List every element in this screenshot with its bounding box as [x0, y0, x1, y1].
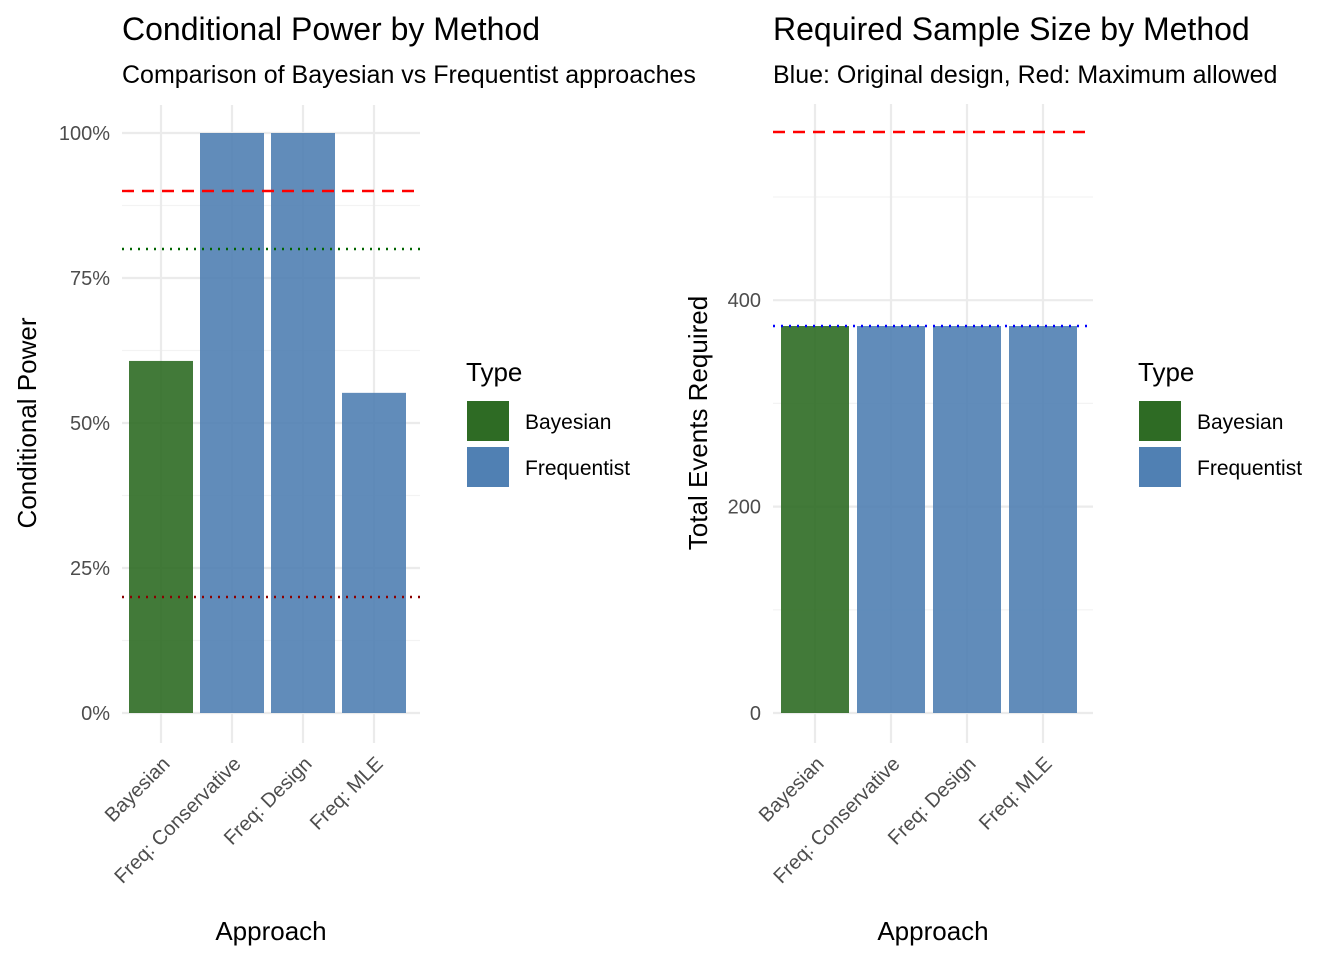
conditional-power-chart: Conditional Power by Method Comparison o… [12, 11, 696, 946]
bar-freq-mle [1009, 326, 1077, 713]
chart-subtitle: Blue: Original design, Red: Maximum allo… [773, 61, 1277, 89]
legend-label-bayesian: Bayesian [525, 411, 611, 434]
y-tick-label: 25% [70, 558, 110, 580]
legend-label-bayesian: Bayesian [1197, 411, 1283, 434]
y-axis-title: Total Events Required [683, 296, 713, 550]
x-axis-title: Approach [877, 916, 988, 946]
bar-freq-design [271, 133, 335, 713]
x-tick-label: Bayesian [101, 753, 175, 827]
y-tick-label: 200 [728, 497, 761, 519]
legend-title: Type [1138, 357, 1194, 387]
legend-swatch-bayesian [1139, 401, 1181, 441]
y-tick-label: 75% [70, 268, 110, 290]
bars [781, 326, 1077, 713]
bar-freq-conservative [857, 326, 925, 713]
legend-title: Type [466, 357, 522, 387]
bar-bayesian [781, 326, 849, 713]
legend-label-frequentist: Frequentist [1197, 457, 1302, 480]
legend-swatch-bayesian [467, 401, 509, 441]
bars [129, 133, 406, 713]
y-tick-label: 100% [59, 123, 110, 145]
y-tick-label: 400 [728, 290, 761, 312]
bar-freq-mle [342, 392, 406, 713]
legend: Type Bayesian Frequentist [1138, 357, 1302, 487]
x-tick-label: Freq: MLE [306, 753, 388, 835]
bar-freq-conservative [200, 133, 264, 713]
x-tick-label: Freq: MLE [975, 753, 1057, 835]
y-axis-ticks: 0% 25% 50% 75% 100% [59, 123, 110, 725]
reference-lines [773, 130, 1093, 328]
x-tick-label: Freq: Conservative [111, 753, 246, 888]
chart-title: Required Sample Size by Method [773, 11, 1250, 47]
legend-swatch-frequentist [467, 447, 509, 487]
legend-swatch-frequentist [1139, 447, 1181, 487]
sample-size-chart: Required Sample Size by Method Blue: Ori… [683, 11, 1302, 946]
y-tick-label: 0 [750, 703, 761, 725]
x-tick-label: Freq: Conservative [770, 753, 905, 888]
x-tick-label: Bayesian [755, 753, 829, 827]
bar-freq-design [933, 326, 1001, 713]
x-axis-title: Approach [215, 916, 326, 946]
legend: Type Bayesian Frequentist [466, 357, 630, 487]
chart-title: Conditional Power by Method [122, 11, 540, 47]
y-axis-title: Conditional Power [12, 317, 42, 528]
bar-bayesian [129, 360, 193, 713]
y-tick-label: 50% [70, 413, 110, 435]
legend-label-frequentist: Frequentist [525, 457, 630, 480]
reference-lines [122, 189, 420, 599]
chart-subtitle: Comparison of Bayesian vs Frequentist ap… [122, 61, 696, 89]
y-tick-label: 0% [81, 703, 110, 725]
y-axis-ticks: 0 200 400 [728, 290, 761, 725]
